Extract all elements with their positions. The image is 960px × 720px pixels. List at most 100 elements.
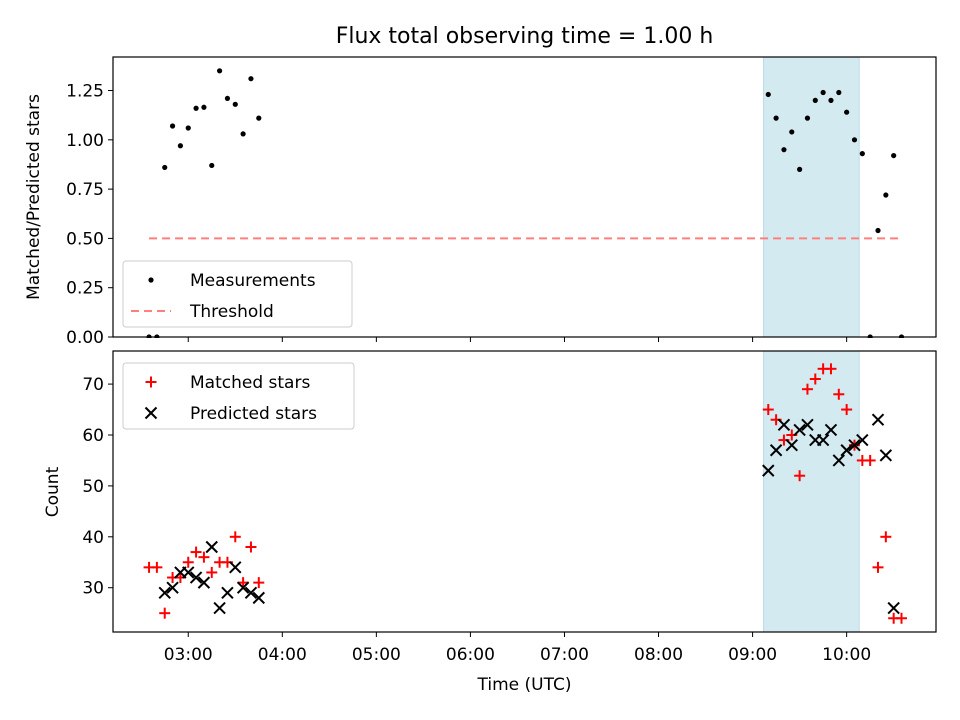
predicted-stars-point <box>229 561 242 574</box>
matched-stars-point <box>896 612 908 624</box>
predicted-stars-point <box>189 571 203 584</box>
matched-stars-point <box>872 561 884 573</box>
measurement-point <box>240 131 246 137</box>
measurement-point <box>789 129 795 135</box>
matched-stars-point <box>809 373 821 385</box>
measurement-point <box>891 152 897 159</box>
measurement-point <box>875 227 881 234</box>
predicted-stars-point <box>879 449 893 462</box>
plot-area <box>146 68 905 338</box>
measurement-point <box>177 143 184 149</box>
y-tick-label: 1.00 <box>66 131 104 151</box>
measurement-point <box>162 164 168 171</box>
top-panel: 0.00 0.25 0.50 0.75 1.00 1.25 Measurements Thre… <box>66 56 937 348</box>
matched-stars-point <box>825 363 837 375</box>
x-tick-label: 07:00 <box>540 645 589 665</box>
legend-box <box>122 260 353 328</box>
y-tick-label: 0.25 <box>66 279 104 299</box>
x-tick-label: 06:00 <box>446 645 495 665</box>
measurement-point <box>804 115 811 121</box>
predicted-stars-point <box>252 591 265 605</box>
shaded-interval <box>763 56 860 338</box>
x-tick-label: 03:00 <box>164 645 213 665</box>
measurement-point <box>859 151 865 157</box>
y-tick-label: 70 <box>82 375 104 395</box>
predicted-stars-point <box>785 438 798 452</box>
y-tick-label: 50 <box>82 477 104 497</box>
predicted-stars-point <box>244 586 258 600</box>
matched-stars-point <box>237 577 249 589</box>
x-tick-label: 04:00 <box>258 645 307 665</box>
measurement-point <box>836 89 842 96</box>
y-tick-label: 0.00 <box>66 328 104 348</box>
predicted-stars-point <box>197 576 211 589</box>
measurement-point <box>844 109 850 115</box>
legend-label: Threshold <box>189 302 274 322</box>
measurement-point <box>883 192 889 198</box>
predicted-stars-point <box>236 581 250 594</box>
matched-stars-point <box>794 470 806 482</box>
y-tick-label: 0.75 <box>66 180 104 200</box>
x-tick-label: 09:00 <box>728 645 777 665</box>
predicted-stars-point <box>221 586 234 600</box>
axes-frame <box>112 350 937 633</box>
predicted-stars-point <box>777 418 791 432</box>
matched-stars-point <box>864 454 876 466</box>
predicted-stars-point <box>824 423 838 437</box>
measurement-point <box>201 104 207 110</box>
measurement-point <box>765 91 771 98</box>
matched-stars-point <box>182 556 194 568</box>
legend-x-marker <box>144 406 158 420</box>
predicted-stars-point <box>840 444 853 457</box>
measurement-point <box>828 97 834 103</box>
x-tick-label: 10:00 <box>822 645 871 665</box>
predicted-stars-point <box>801 418 814 432</box>
matched-stars-point <box>762 404 774 416</box>
matched-stars-point <box>245 541 257 553</box>
predicted-stars-point <box>158 586 171 600</box>
matched-stars-point <box>190 546 202 558</box>
measurement-point <box>209 162 215 169</box>
measurement-point <box>248 76 254 82</box>
matched-stars-point <box>151 561 163 573</box>
matched-stars-point <box>159 607 171 619</box>
measurement-point <box>185 125 191 131</box>
predicted-stars-point <box>832 454 846 467</box>
x-tick-label: 05:00 <box>352 645 401 665</box>
matched-stars-point <box>229 531 241 543</box>
chart-title: Flux total observing time = 1.00 h <box>336 24 714 49</box>
legend-label: Matched stars <box>190 373 310 393</box>
measurement-point <box>812 97 818 103</box>
y-tick-label: 0.50 <box>66 229 104 249</box>
matched-stars-point <box>198 551 210 563</box>
predicted-stars-point <box>793 423 806 437</box>
matched-stars-point <box>206 566 218 578</box>
x-axis-label: Time (UTC) <box>477 675 572 695</box>
predicted-stars-point <box>848 438 861 452</box>
measurement-point <box>781 147 787 153</box>
y-tick-label: 40 <box>82 528 104 548</box>
legend: Matched stars Predicted stars <box>122 362 355 430</box>
measurement-point <box>193 105 199 111</box>
y-tick-label: 1.25 <box>66 82 104 102</box>
measurement-point <box>169 123 176 129</box>
measurement-point <box>820 89 826 96</box>
legend-dot-marker <box>148 277 154 283</box>
bottom-panel: 03:00 04:00 05:00 06:00 07:00 08:00 09:00 10:00… <box>82 350 937 665</box>
measurement-point <box>216 68 223 74</box>
shaded-interval <box>763 350 860 633</box>
y-tick-label: 60 <box>82 426 104 446</box>
y-tick-label: 30 <box>82 579 104 599</box>
predicted-stars-point <box>762 464 775 477</box>
predicted-stars-point <box>213 601 226 615</box>
matched-stars-point <box>801 383 813 395</box>
matched-stars-point <box>841 404 853 416</box>
legend: Measurements Threshold <box>122 260 353 328</box>
legend-label: Measurements <box>190 271 316 291</box>
predicted-stars-point <box>769 444 783 457</box>
bottom-y-axis-label: Count <box>43 466 63 517</box>
matched-stars-point <box>833 388 845 400</box>
predicted-stars-point <box>205 540 218 554</box>
measurement-point <box>224 95 231 102</box>
